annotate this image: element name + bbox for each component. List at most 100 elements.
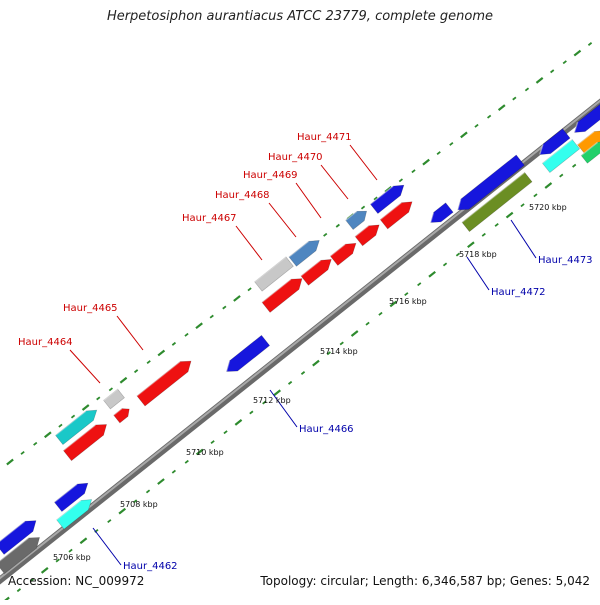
gene-haur-4464-highlight: [62, 424, 96, 452]
tick-mark-upper: [587, 42, 593, 46]
gene-haur-4473-body: [457, 154, 525, 211]
gene-haur-4468-highlight: [300, 259, 321, 277]
gene-haur-4468-body: [300, 259, 332, 286]
gene-gray-a-body: [103, 388, 125, 410]
gene-blue-rev-a[interactable]: [429, 202, 454, 223]
gene-blue-lower-b[interactable]: [0, 520, 37, 555]
gene-orange-rev[interactable]: [577, 130, 600, 155]
tick-mark-lower: [520, 203, 525, 208]
gene-haur-4473[interactable]: [457, 154, 525, 211]
gene-label-haur-4470[interactable]: Haur_4470: [268, 152, 323, 163]
tick-mark-upper: [44, 431, 52, 439]
gene-green-rev-body: [580, 141, 600, 164]
tick-mark-lower: [365, 321, 370, 326]
tick-mark-upper: [460, 131, 468, 139]
tick-mark-lower: [339, 341, 344, 346]
gene-label-haur-4471[interactable]: Haur_4471: [297, 132, 352, 143]
tick-mark-upper: [119, 376, 128, 384]
gene-gray-a[interactable]: [103, 388, 125, 410]
gene-blue-rev-c[interactable]: [573, 103, 600, 133]
gene-haur-4468-steel[interactable]: [288, 240, 320, 267]
gene-haur-4468-steel-body: [288, 240, 320, 267]
gene-haur-4465-body: [136, 360, 192, 407]
gene-label-haur-4472[interactable]: Haur_4472: [491, 287, 546, 298]
gene-haur-4466-highlight: [225, 360, 231, 372]
tick-mark-lower: [428, 270, 436, 278]
gene-label-haur-4473[interactable]: Haur_4473: [538, 255, 593, 266]
gene-blue-lower-a[interactable]: [53, 482, 89, 512]
gene-haur-4472-highlight: [461, 171, 526, 223]
tick-mark-upper: [384, 186, 393, 193]
gene-haur-4472[interactable]: [461, 171, 533, 233]
gene-haur-4467[interactable]: [261, 278, 303, 313]
tick-mark-upper: [133, 369, 139, 374]
gene-haur-4466[interactable]: [225, 334, 271, 372]
gene-haur-4469[interactable]: [329, 242, 357, 266]
leader-line-haur-4467: [235, 225, 263, 261]
gene-haur-4470-steel-highlight: [345, 210, 358, 221]
gene-gray-a-highlight: [103, 388, 119, 401]
tick-mark-upper: [335, 223, 340, 228]
tick-mark-lower: [157, 478, 165, 485]
scale-label-5720: 5720 kbp: [529, 203, 567, 212]
gene-gray-b[interactable]: [254, 256, 294, 292]
tick-mark-upper: [323, 232, 328, 237]
gene-gray-lower[interactable]: [0, 537, 40, 575]
gene-label-haur-4467[interactable]: Haur_4467: [182, 213, 237, 224]
tick-mark-lower: [326, 351, 331, 356]
gene-haur-4470-steel-body: [345, 210, 367, 230]
gene-label-haur-4464[interactable]: Haur_4464: [18, 337, 73, 348]
gene-haur-4464-body: [62, 424, 107, 462]
gene-haur-4471-blue-body: [369, 184, 405, 214]
gene-haur-4471-blue[interactable]: [369, 184, 405, 214]
gene-blue-lower-b-body: [0, 520, 37, 555]
gene-green-rev[interactable]: [580, 141, 600, 164]
gene-label-haur-4462[interactable]: Haur_4462: [123, 561, 178, 572]
tick-mark-upper: [360, 205, 366, 210]
gene-blue-rev-b[interactable]: [539, 128, 571, 155]
gene-aqua-lower[interactable]: [56, 499, 93, 530]
gene-haur-4468[interactable]: [300, 259, 332, 286]
gene-haur-4464[interactable]: [62, 424, 107, 462]
gene-label-haur-4469[interactable]: Haur_4469: [243, 170, 298, 181]
tick-mark-lower: [533, 193, 538, 198]
gene-blue-rev-b-body: [539, 128, 571, 155]
gene-cyan-a[interactable]: [55, 409, 98, 446]
scale-label-5708: 5708 kbp: [120, 500, 158, 509]
scale-labels: 5706 kbp 5708 kbp 5710 kbp 5712 kbp 5714…: [53, 203, 567, 562]
tick-mark-upper: [449, 142, 454, 146]
accession-text: Accession: NC_009972: [8, 574, 145, 588]
gene-aqua-rev[interactable]: [541, 138, 581, 173]
gene-label-haur-4466[interactable]: Haur_4466: [299, 424, 354, 435]
tick-mark-upper: [81, 404, 90, 411]
gene-gray-b-highlight: [254, 256, 287, 283]
gene-aqua-rev-highlight: [541, 138, 573, 164]
gene-orange-rev-body: [577, 130, 600, 155]
gene-haur-4465[interactable]: [136, 360, 192, 407]
tick-mark-lower: [312, 359, 320, 367]
tick-mark-upper: [70, 414, 76, 419]
gene-haur-4470[interactable]: [354, 224, 380, 247]
gene-haur-4470-steel[interactable]: [345, 210, 367, 230]
tick-mark-upper: [146, 360, 151, 364]
tick-mark-lower: [145, 489, 151, 494]
gene-haur-4471[interactable]: [379, 201, 413, 230]
tick-mark-upper: [247, 287, 252, 292]
genome-title: Herpetosiphon aurantiacus ATCC 23779, co…: [106, 9, 494, 24]
gene-blue-lower-a-highlight: [53, 483, 78, 503]
tick-mark-lower: [559, 173, 564, 178]
gene-label-haur-4465[interactable]: Haur_4465: [63, 303, 118, 314]
tick-mark-upper: [550, 69, 555, 74]
tick-mark-lower: [350, 330, 359, 337]
gene-small-red-a[interactable]: [113, 408, 130, 424]
tick-mark-lower: [505, 211, 514, 219]
gene-label-haur-4468[interactable]: Haur_4468: [215, 190, 270, 201]
topology-text: Topology: circular; Length: 6,346,587 bp…: [260, 574, 590, 588]
tick-mark-upper: [222, 305, 227, 310]
gene-blue-rev-c-highlight: [573, 121, 579, 133]
tick-mark-upper: [96, 396, 101, 401]
gene-small-red-a-highlight: [113, 408, 123, 416]
tick-mark-upper: [562, 60, 567, 65]
